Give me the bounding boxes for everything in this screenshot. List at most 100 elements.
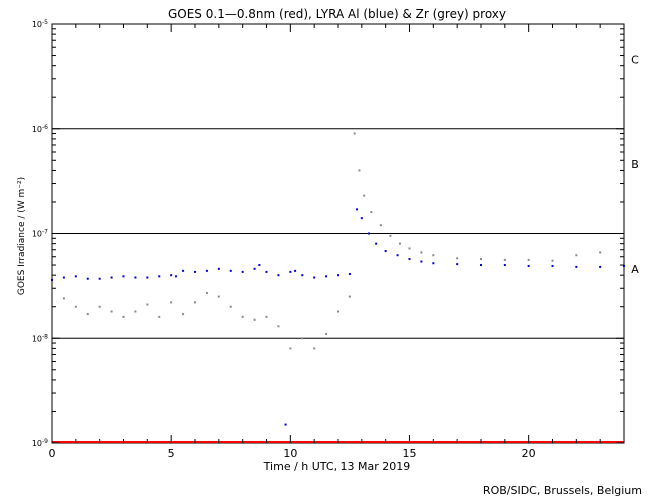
data-point (408, 258, 411, 261)
data-point (229, 305, 232, 308)
data-point (353, 132, 356, 135)
data-point (194, 270, 196, 273)
data-point (86, 277, 89, 280)
data-point (408, 247, 411, 250)
data-point (98, 305, 101, 308)
data-point (182, 269, 185, 272)
credit-text: ROB/SIDC, Brussels, Belgium (483, 484, 642, 497)
class-lines (52, 128, 624, 339)
data-point (370, 211, 373, 214)
data-point (379, 224, 382, 227)
data-point (420, 251, 423, 254)
class-labels: A B C (631, 53, 639, 276)
data-point (623, 264, 625, 267)
data-point (337, 310, 339, 313)
data-point (363, 194, 366, 197)
data-point (398, 242, 401, 245)
data-point (503, 258, 506, 261)
data-point (325, 275, 328, 278)
data-point (265, 270, 268, 273)
data-point (356, 208, 359, 211)
data-point (134, 310, 137, 313)
data-point (110, 310, 113, 313)
data-point (122, 275, 125, 278)
data-point (174, 275, 177, 278)
data-point (51, 290, 53, 293)
data-point (348, 273, 351, 276)
data-point (253, 267, 256, 270)
y-tick-label: 10-5 (32, 19, 48, 29)
data-point (265, 315, 268, 318)
y-axis-label: GOES Irradiance / (W m⁻²) (17, 177, 27, 295)
data-point (146, 276, 149, 279)
data-point (420, 260, 423, 263)
y-tick-label: 10-7 (32, 229, 48, 239)
data-point (313, 276, 316, 279)
data-point (623, 247, 625, 250)
series (51, 132, 625, 350)
data-point (360, 217, 363, 220)
data-point (301, 337, 304, 340)
x-tick-label: 5 (168, 447, 175, 460)
data-point (551, 264, 554, 267)
data-point (367, 232, 370, 235)
series (51, 208, 625, 426)
x-tick-label: 10 (283, 447, 297, 460)
data-point (229, 269, 232, 272)
data-point (241, 270, 244, 273)
x-axis: 0 5 10 15 20 (49, 24, 625, 460)
data-point (432, 254, 435, 257)
data-point (284, 423, 287, 426)
data-point (527, 264, 530, 267)
data-point (205, 269, 208, 272)
data-point (599, 265, 602, 268)
data-point (134, 276, 137, 279)
data-point (158, 275, 161, 278)
data-point (432, 262, 435, 265)
series-layer (51, 132, 625, 443)
data-point (170, 274, 173, 277)
data-point (110, 276, 113, 279)
chart-title: GOES 0.1—0.8nm (red), LYRA Al (blue) & Z… (168, 7, 506, 21)
data-point (289, 347, 292, 350)
data-point (527, 258, 530, 261)
data-point (205, 292, 208, 295)
data-point (480, 264, 482, 267)
flare-class-label: B (631, 158, 639, 171)
data-point (358, 169, 361, 172)
data-point (301, 274, 304, 277)
y-tick-label: 10-8 (32, 333, 48, 343)
data-point (146, 303, 149, 306)
data-point (258, 264, 261, 267)
flare-class-label: C (631, 53, 639, 66)
data-point (277, 274, 280, 277)
x-tick-label: 15 (403, 447, 417, 460)
data-point (337, 274, 339, 277)
data-point (62, 297, 65, 300)
data-point (51, 278, 53, 281)
data-point (253, 318, 256, 321)
data-point (170, 301, 173, 304)
x-axis-label: Time / h UTC, 13 Mar 2019 (263, 460, 411, 473)
data-point (456, 257, 459, 260)
data-point (575, 265, 578, 268)
data-point (313, 347, 316, 350)
y-axis: 10-9 10-8 10-7 10-6 10-5 (32, 19, 624, 448)
data-point (348, 295, 351, 298)
x-tick-label: 0 (49, 447, 56, 460)
flare-class-label: A (631, 263, 639, 276)
x-tick-label: 20 (522, 447, 536, 460)
data-point (599, 251, 602, 254)
data-point (503, 264, 506, 267)
data-point (396, 254, 399, 257)
data-point (158, 315, 161, 318)
data-point (74, 305, 77, 308)
data-point (217, 295, 220, 298)
data-point (98, 277, 101, 280)
data-point (241, 315, 244, 318)
data-point (325, 332, 328, 335)
data-point (194, 301, 196, 304)
data-point (375, 242, 378, 245)
data-point (74, 275, 77, 278)
